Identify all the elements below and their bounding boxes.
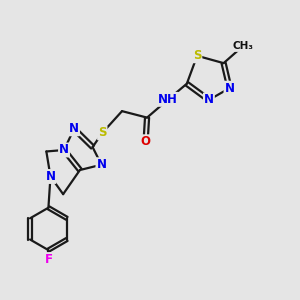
Text: N: N (46, 170, 56, 183)
Text: N: N (69, 122, 79, 135)
Text: S: S (193, 49, 201, 62)
Text: NH: NH (158, 93, 178, 106)
Text: N: N (59, 143, 69, 157)
Text: CH₃: CH₃ (232, 41, 253, 51)
Text: N: N (96, 158, 106, 171)
Text: O: O (141, 135, 151, 148)
Text: N: N (224, 82, 235, 95)
Text: F: F (44, 253, 52, 266)
Text: S: S (98, 126, 106, 140)
Text: N: N (204, 93, 214, 106)
